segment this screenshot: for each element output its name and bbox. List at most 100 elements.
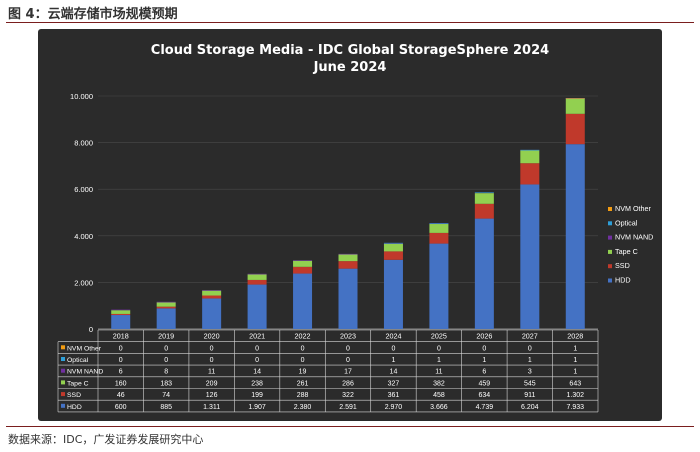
table-cell: 0: [437, 345, 441, 352]
bar-nvm-nand: [247, 273, 267, 275]
table-row-label: NVM Other: [67, 345, 102, 352]
bar-hdd: [338, 268, 358, 329]
table-cell: 322: [342, 392, 354, 399]
x-tick-label: 2020: [204, 332, 220, 341]
table-cell: 361: [388, 392, 400, 399]
table-cell: 3.666: [430, 404, 448, 411]
table-cell: 0: [528, 345, 532, 352]
table-cell: 0: [164, 357, 168, 364]
bar-tape-c: [247, 274, 267, 280]
table-cell: 6: [482, 369, 486, 376]
table-cell: 600: [115, 404, 127, 411]
table-cell: 0: [210, 357, 214, 364]
table-cell: 2.970: [385, 404, 403, 411]
table-row-label: Tape C: [67, 380, 89, 387]
table-cell: 1: [528, 357, 532, 364]
bar-tape-c: [520, 150, 540, 164]
bar-ssd: [565, 113, 585, 145]
bar-ssd: [293, 266, 313, 274]
bar-tape-c: [202, 290, 222, 296]
table-cell: 126: [206, 392, 218, 399]
table-swatch: [61, 368, 65, 373]
table-cell: 458: [433, 392, 445, 399]
table-cell: 0: [119, 357, 123, 364]
table-cell: 634: [479, 392, 491, 399]
x-tick-label: 2027: [522, 332, 538, 341]
bar-tape-c: [565, 98, 585, 114]
bar-hdd: [156, 308, 176, 329]
bar-nvm-nand: [383, 243, 403, 244]
y-tick-label: 0: [89, 325, 93, 334]
table-cell: 0: [210, 345, 214, 352]
legend-label: Optical: [615, 218, 638, 227]
table-cell: 1: [392, 357, 396, 364]
bar-ssd: [247, 279, 267, 285]
table-cell: 8: [164, 369, 168, 376]
table-cell: 19: [299, 369, 307, 376]
table-cell: 6.204: [521, 404, 539, 411]
table-cell: 1: [437, 357, 441, 364]
y-tick-label: 10.000: [70, 92, 93, 101]
table-row-label: SSD: [67, 392, 81, 399]
x-tick-label: 2024: [385, 332, 401, 341]
table-cell: 183: [160, 380, 172, 387]
chart-subtitle: June 2024: [313, 60, 387, 75]
bar-ssd: [520, 163, 540, 185]
bar-nvm-nand: [293, 260, 313, 261]
table-cell: 209: [206, 380, 218, 387]
table-cell: 17: [344, 369, 352, 376]
chart-title: Cloud Storage Media - IDC Global Storage…: [151, 43, 549, 58]
legend-label: NVM NAND: [615, 233, 653, 242]
legend-swatch: [608, 235, 612, 240]
legend-swatch: [608, 221, 612, 226]
table-cell: 1.311: [203, 404, 220, 411]
x-tick-label: 2018: [113, 332, 129, 341]
x-tick-label: 2025: [431, 332, 447, 341]
table-cell: 46: [117, 392, 125, 399]
table-cell: 74: [162, 392, 170, 399]
table-cell: 0: [119, 345, 123, 352]
bar-nvm-nand: [338, 253, 358, 255]
table-cell: 3: [528, 369, 532, 376]
legend-swatch: [608, 249, 612, 254]
source-note: 数据来源：IDC，广发证券发展研究中心: [8, 433, 204, 446]
table-cell: 0: [346, 345, 350, 352]
x-tick-label: 2019: [158, 332, 174, 341]
table-cell: 327: [388, 380, 400, 387]
table-cell: 0: [164, 345, 168, 352]
legend-swatch: [608, 264, 612, 269]
bar-tape-c: [111, 310, 131, 314]
table-cell: 199: [251, 392, 263, 399]
table-cell: 288: [297, 392, 309, 399]
bar-tape-c: [156, 302, 176, 307]
x-tick-label: 2022: [295, 332, 311, 341]
x-tick-label: 2026: [476, 332, 492, 341]
bar-tape-c: [474, 193, 494, 204]
chart-background: [38, 29, 662, 421]
bar-hdd: [565, 144, 585, 329]
table-cell: 14: [390, 369, 398, 376]
bar-nvm-nand: [111, 309, 131, 311]
top-rule: [6, 22, 694, 23]
bar-ssd: [338, 261, 358, 269]
table-cell: 160: [115, 380, 127, 387]
bar-hdd: [383, 259, 403, 329]
table-cell: 4.739: [476, 404, 494, 411]
bar-hdd: [429, 243, 449, 329]
table-cell: 7.933: [567, 404, 585, 411]
table-row-label: NVM NAND: [67, 369, 103, 376]
table-swatch: [61, 345, 65, 350]
bar-hdd: [293, 273, 313, 329]
table-swatch: [61, 357, 65, 361]
bar-tape-c: [429, 224, 449, 233]
bar-hdd: [520, 184, 540, 329]
table-swatch: [61, 392, 65, 397]
table-cell: 261: [297, 380, 309, 387]
x-tick-label: 2028: [567, 332, 583, 341]
table-cell: 885: [160, 404, 172, 411]
table-cell: 0: [346, 357, 350, 364]
bar-ssd: [111, 313, 131, 316]
table-row-label: Optical: [67, 357, 89, 364]
table-cell: 1: [573, 357, 577, 364]
table-cell: 459: [479, 380, 491, 387]
